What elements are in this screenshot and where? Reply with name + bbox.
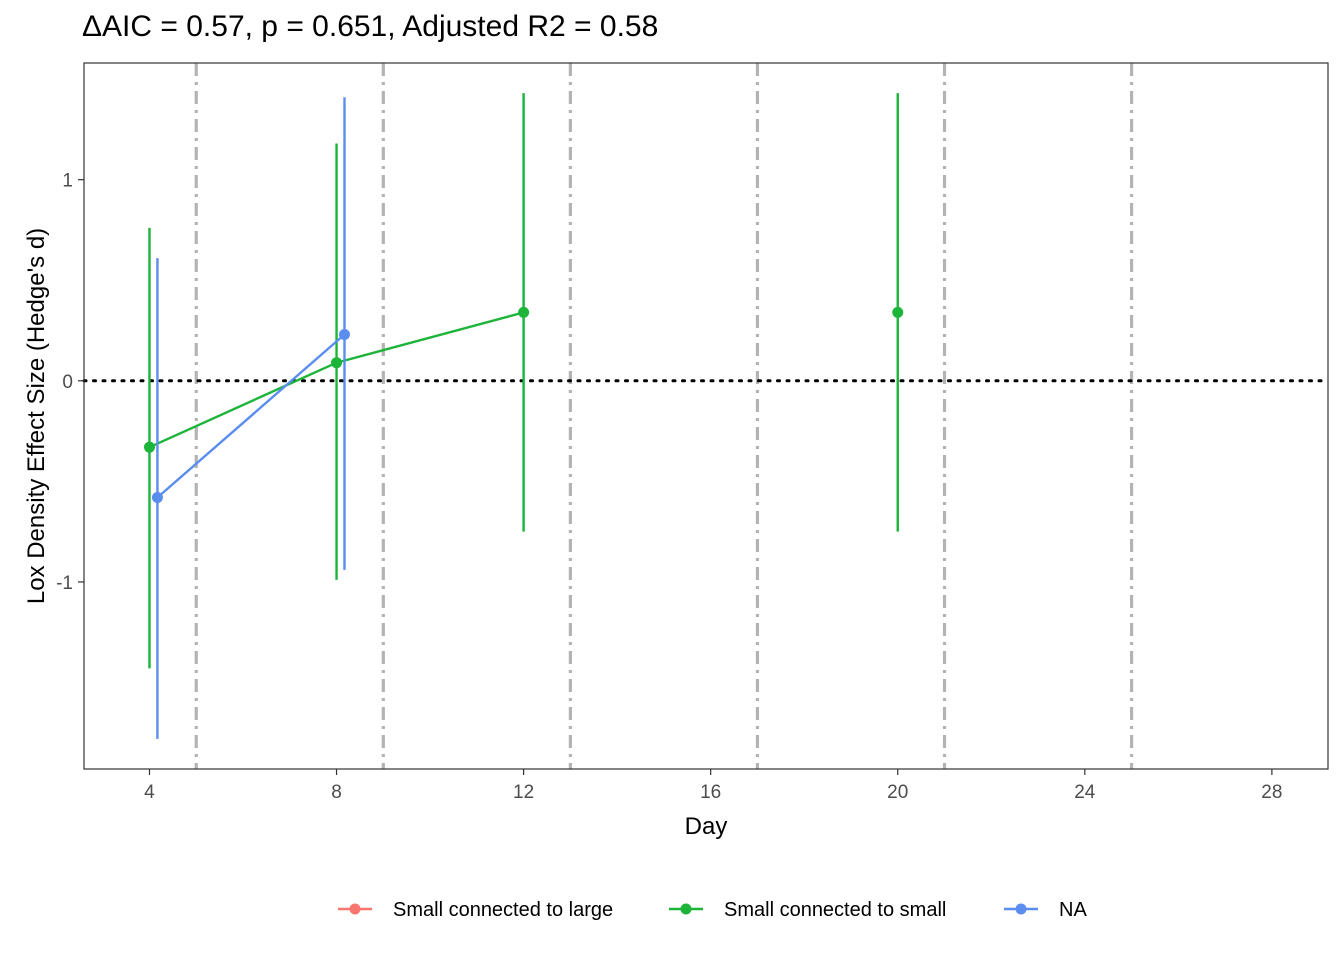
legend-label: Small connected to large [393,899,613,921]
legend-label: NA [1059,899,1087,921]
legend-key-point [349,903,361,915]
y-axis-title: Lox Density Effect Size (Hedge's d) [23,228,50,604]
legend-key-point [1015,903,1027,915]
y-tick-label: 0 [62,372,73,393]
data-point [331,357,343,369]
legend-item-1: Small connected to small [669,899,946,921]
data-point [143,441,155,453]
y-axis: -1 0 1 [56,171,84,594]
vertical-reference-lines [194,63,1134,769]
series-line [156,333,346,499]
series-2 [151,97,350,739]
series-layer [143,93,904,739]
x-axis: 4 8 12 16 20 24 28 [144,769,1282,803]
series-1 [143,93,904,669]
x-tick-label: 4 [144,782,155,803]
legend: Small connected to large Small connected … [338,899,1087,921]
data-point [892,306,904,318]
chart-title: ΔAIC = 0.57, p = 0.651, Adjusted R2 = 0.… [82,10,659,43]
data-point [518,306,530,318]
x-tick-label: 24 [1074,782,1096,803]
plot-panel-border [83,62,1329,770]
x-tick-label: 8 [331,782,342,803]
legend-item-0: Small connected to large [338,899,613,921]
x-tick-label: 20 [887,782,908,803]
legend-label: Small connected to small [724,899,946,921]
legend-key-point [680,903,692,915]
x-axis-title: Day [685,813,728,840]
y-tick-label: 1 [62,171,73,192]
data-point [338,329,350,341]
legend-item-2: NA [1004,899,1087,921]
x-tick-label: 16 [700,782,721,803]
y-tick-label: -1 [56,573,73,594]
data-point [151,491,163,503]
x-tick-label: 12 [513,782,534,803]
x-tick-label: 28 [1261,782,1282,803]
